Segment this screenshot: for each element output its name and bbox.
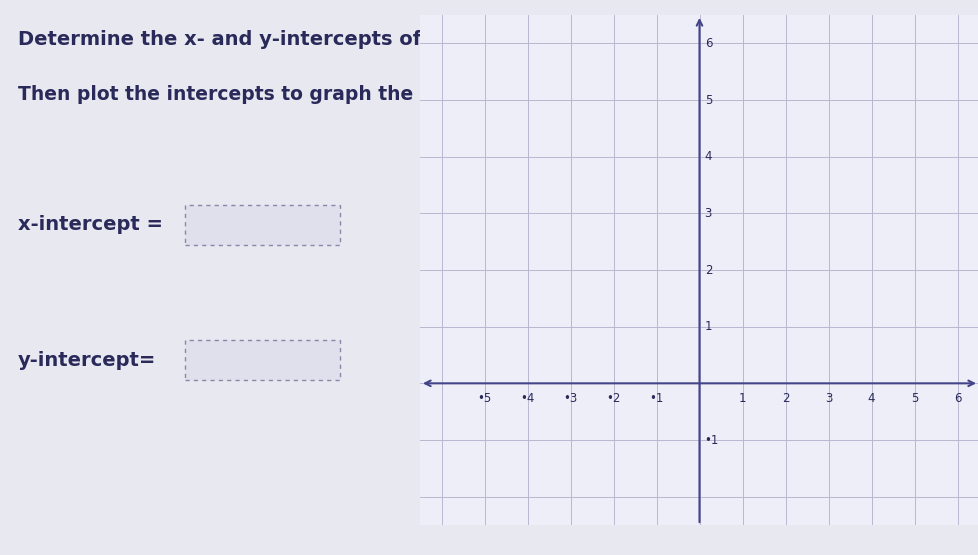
Text: 3: 3 <box>824 392 831 405</box>
Text: •1: •1 <box>704 433 718 447</box>
Text: •4: •4 <box>519 392 534 405</box>
Text: 3: 3 <box>704 207 711 220</box>
Text: •3: •3 <box>562 392 577 405</box>
Text: 1: 1 <box>738 392 745 405</box>
Text: 5: 5 <box>704 93 711 107</box>
Text: y-intercept=: y-intercept= <box>18 351 156 370</box>
Text: 2x + 3y = 6: 2x + 3y = 6 <box>617 30 743 49</box>
Text: 1: 1 <box>704 320 711 333</box>
Text: 2: 2 <box>781 392 788 405</box>
Text: 6: 6 <box>953 392 960 405</box>
Bar <box>185 340 339 380</box>
Text: Determine the x- and y-intercepts of the graph of: Determine the x- and y-intercepts of the… <box>18 30 564 49</box>
Text: x-intercept =: x-intercept = <box>18 215 162 235</box>
Text: 5: 5 <box>910 392 917 405</box>
Text: 4: 4 <box>704 150 711 163</box>
Text: •2: •2 <box>605 392 620 405</box>
Text: Then plot the intercepts to graph the equation.: Then plot the intercepts to graph the eq… <box>18 85 520 104</box>
Text: •5: •5 <box>477 392 491 405</box>
Text: 2: 2 <box>704 264 711 276</box>
Text: Hint: Substitute zero for y to
find the x-intercept, then
substitute zero for x : Hint: Substitute zero for y to find the … <box>617 85 785 143</box>
Bar <box>185 205 339 245</box>
Text: 4: 4 <box>867 392 874 405</box>
Text: 6: 6 <box>704 37 711 50</box>
Text: •1: •1 <box>648 392 663 405</box>
